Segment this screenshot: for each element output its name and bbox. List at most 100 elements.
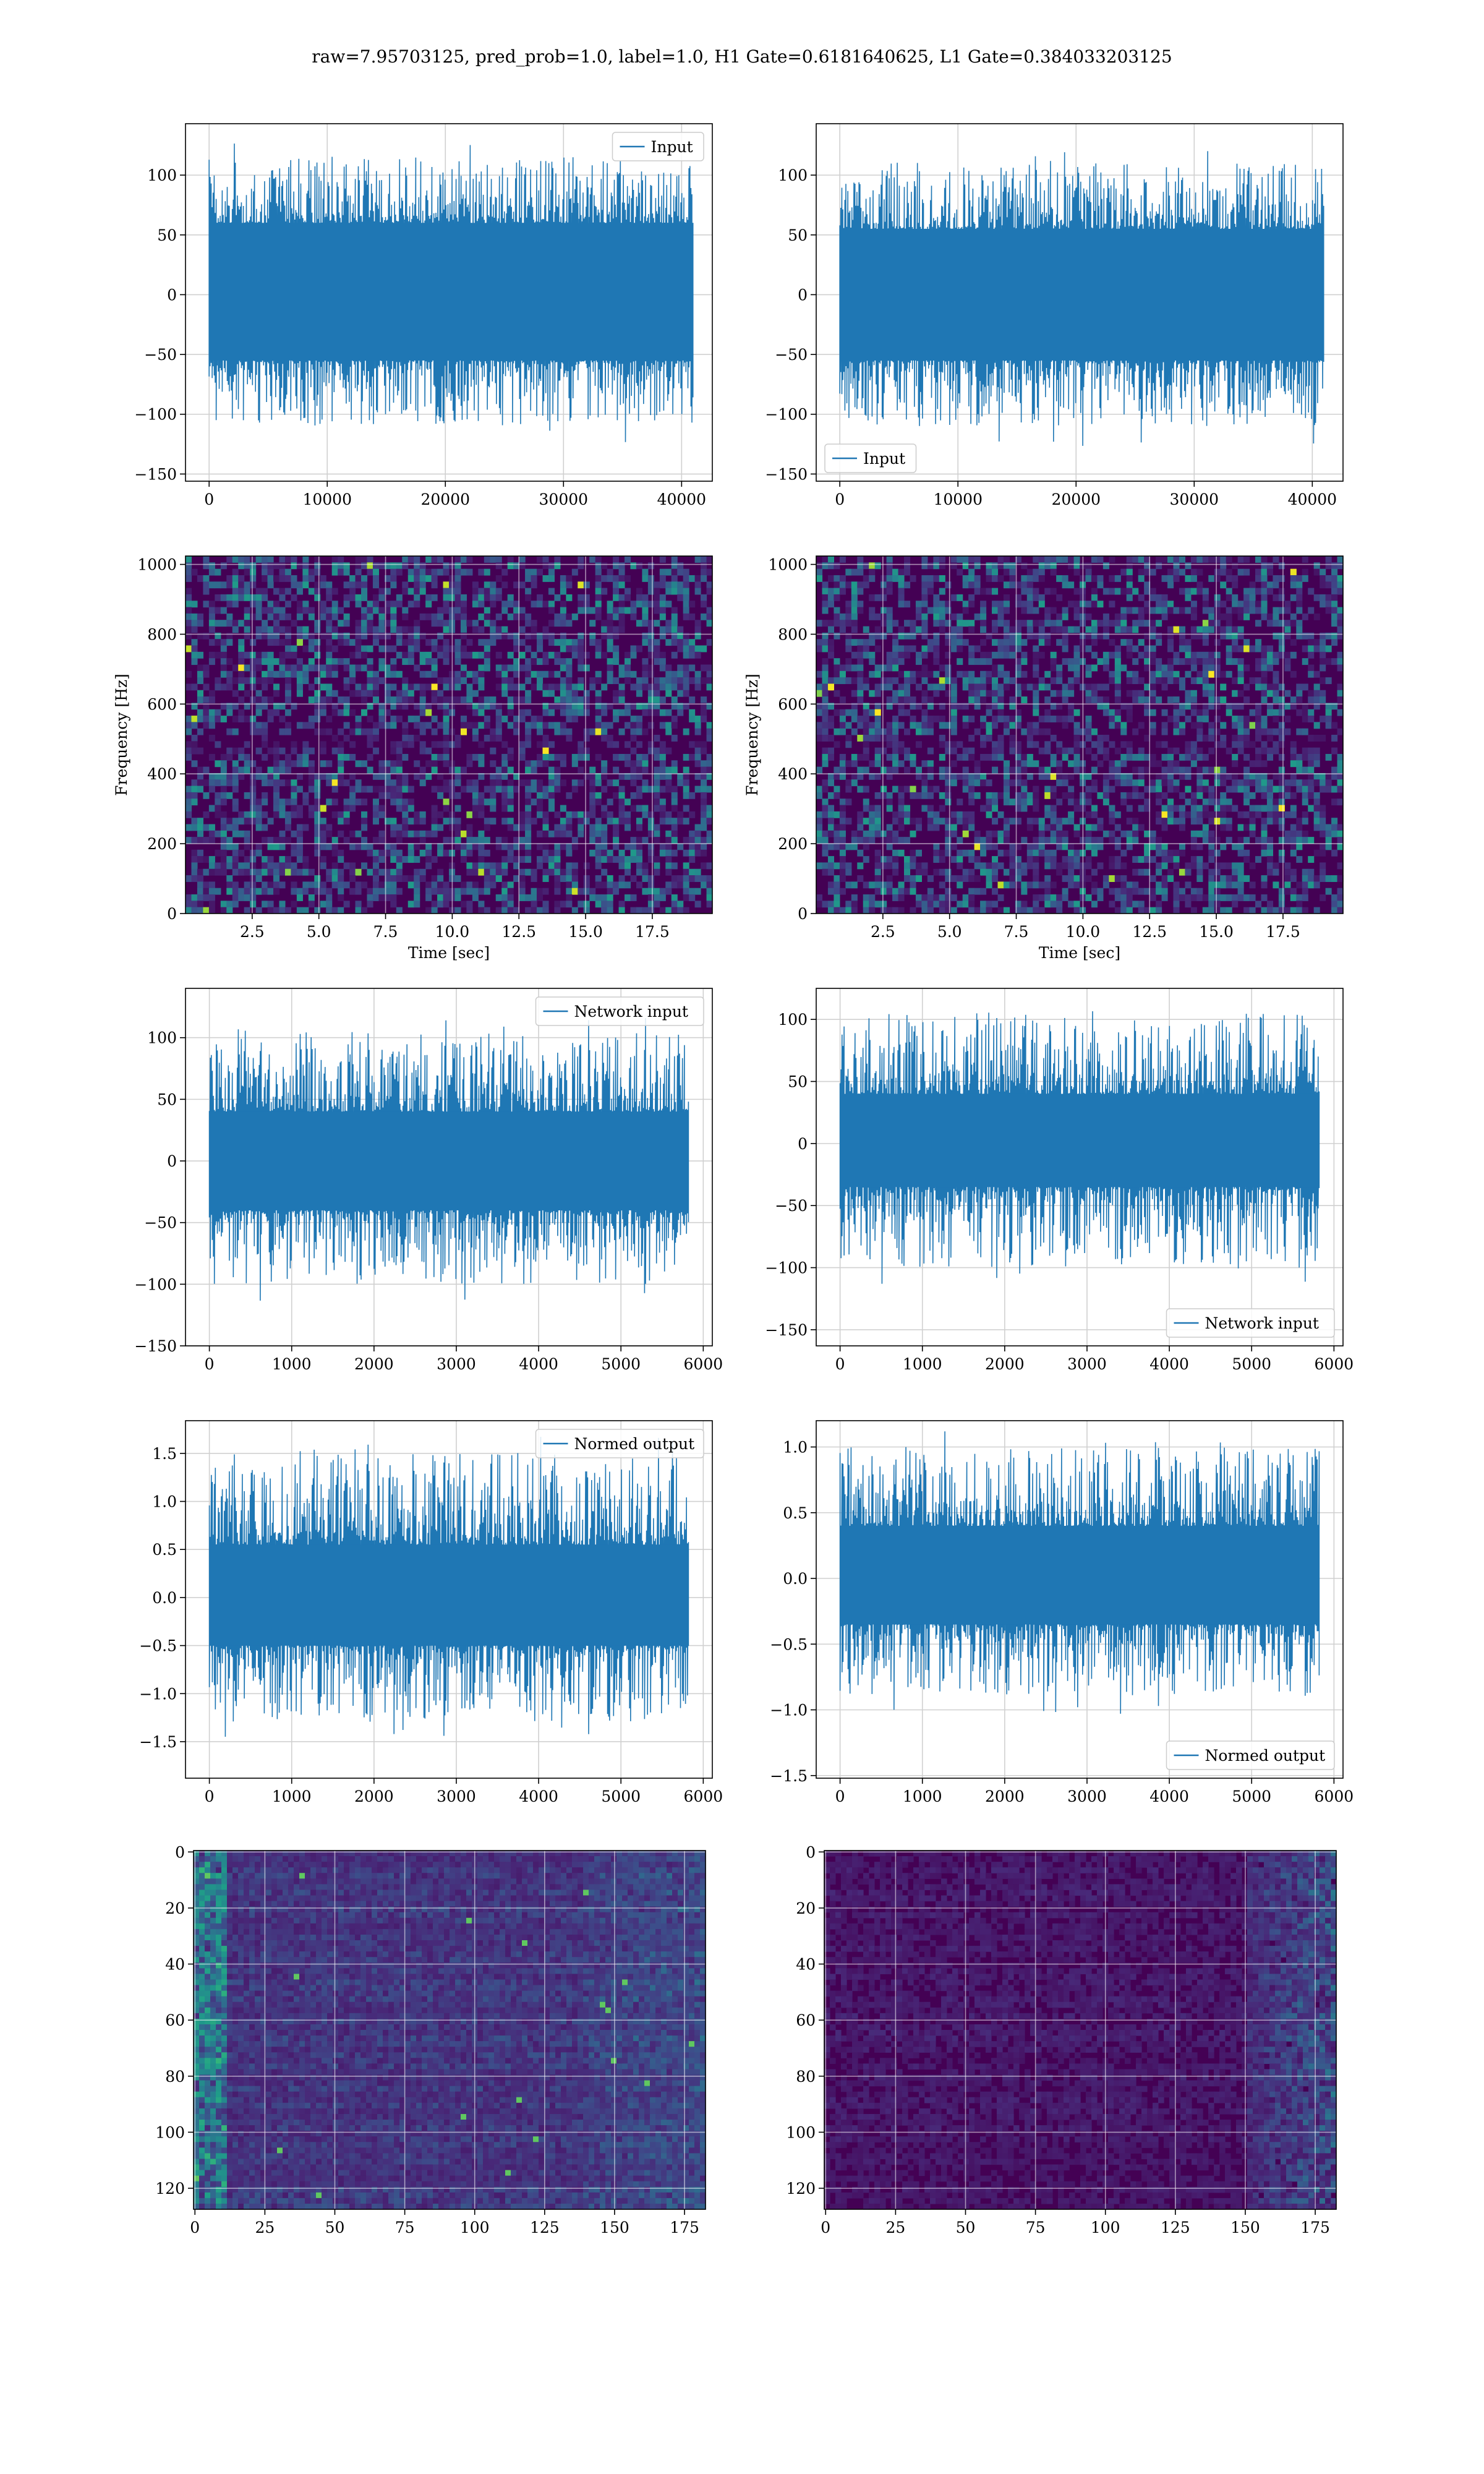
panel-normed-output-h1: 0 1000 2000 3000 4000 5000 6000 −1.5 −1.0 −0.5 0.0…: [139, 1420, 723, 1805]
x-tick-label: 5000: [601, 1355, 641, 1373]
y-tick-label: −50: [144, 1214, 177, 1232]
legend-box: [824, 443, 917, 473]
x-axis-label: Time [sec]: [1039, 944, 1120, 962]
x-tick-label: 20000: [421, 490, 471, 508]
y-tick-label: 40: [165, 1956, 185, 1974]
x-tick-label: 0: [821, 2219, 830, 2236]
axes-frame: [816, 988, 1344, 1346]
y-tick-label: 0.0: [783, 1570, 808, 1588]
y-tick-label: 400: [778, 765, 808, 783]
series-core-band: [209, 223, 693, 361]
panel-network-input-l1: 0 1000 2000 3000 4000 5000 6000 −150 −100 −50 0 50 1…: [765, 988, 1354, 1373]
legend: Network input: [1166, 1308, 1335, 1338]
x-tick-label: 6000: [684, 1787, 723, 1805]
axes-frame: [185, 988, 713, 1346]
x-tick-label: 12.5: [501, 923, 536, 941]
heatmap-cells: [194, 1851, 706, 2210]
legend: Input: [612, 132, 704, 161]
x-tick-label: 75: [1026, 2219, 1046, 2236]
x-tick-label: 1000: [272, 1355, 312, 1373]
axes-frame: [185, 1420, 713, 1779]
axes-frame: [185, 123, 713, 482]
y-tick-label: 200: [778, 835, 808, 853]
y-tick-label: 120: [155, 2180, 185, 2198]
x-axis-label: Time [sec]: [408, 944, 490, 962]
y-tick-label: −0.5: [139, 1637, 177, 1655]
gridlines: [816, 556, 1343, 914]
y-tick-label: −1.5: [770, 1767, 808, 1785]
x-tick-label: 10.0: [435, 923, 470, 941]
series-core-band: [209, 1544, 689, 1646]
y-tick-label: −50: [775, 1197, 808, 1215]
series-core-band: [840, 229, 1324, 361]
series-core-band: [209, 1111, 689, 1210]
axes-frame: [185, 555, 713, 914]
y-tick-label: 120: [786, 2180, 816, 2198]
y-axis-label: Frequency [Hz]: [743, 674, 761, 796]
gridlines: [194, 1851, 706, 2209]
y-tick-label: 100: [778, 1011, 808, 1029]
panel-network-input-h1: 0 1000 2000 3000 4000 5000 6000 −150 −100 −50 0 50 1…: [134, 988, 723, 1373]
y-tick-label: 100: [147, 166, 177, 184]
x-tick-label: 0: [835, 1355, 845, 1373]
x-tick-label: 100: [460, 2219, 490, 2236]
x-tick-label: 0: [205, 1787, 215, 1805]
y-tick-label: 0: [167, 1152, 177, 1170]
y-tick-label: 50: [157, 1090, 177, 1108]
x-tick-label: 6000: [1315, 1355, 1354, 1373]
heatmap-cells: [816, 556, 1344, 914]
y-tick-label: −0.5: [770, 1635, 808, 1653]
x-tick-label: 3000: [1067, 1355, 1107, 1373]
legend: Input: [824, 443, 917, 473]
y-tick-label: 20: [796, 1899, 816, 1917]
panel-normed-output-l1: 0 1000 2000 3000 4000 5000 6000 −1.5 −1.0 −0.5 0.0…: [770, 1420, 1354, 1805]
y-tick-label: 0: [806, 1843, 816, 1861]
x-tick-label: 3000: [437, 1355, 476, 1373]
legend-box: [535, 1429, 704, 1458]
x-tick-label: 6000: [1315, 1787, 1354, 1805]
y-tick-label: 0.5: [783, 1504, 808, 1522]
panel-spectrogram-h1: 2.5 5.0 7.5 10.0 12.5 15.0 17.5 0 200 400 600 800 10…: [113, 555, 713, 962]
legend-box: [535, 996, 704, 1026]
x-tick-label: 0: [190, 2219, 200, 2236]
y-tick-label: 800: [778, 625, 808, 643]
axes-frame: [816, 1420, 1344, 1779]
x-tick-label: 25: [885, 2219, 905, 2236]
series-core-band: [840, 1094, 1320, 1188]
y-tick-label: −100: [134, 1275, 177, 1293]
y-tick-label: 60: [165, 2011, 185, 2029]
y-tick-label: 800: [147, 625, 177, 643]
x-tick-label: 0: [204, 490, 214, 508]
x-tick-label: 30000: [539, 490, 589, 508]
x-tick-label: 3000: [1067, 1787, 1107, 1805]
y-tick-label: 0: [167, 286, 177, 304]
x-tick-label: 150: [600, 2219, 629, 2236]
y-tick-label: −1.0: [139, 1685, 177, 1703]
y-tick-label: −150: [134, 465, 177, 483]
x-tick-label: 5000: [1232, 1355, 1271, 1373]
y-tick-label: 0: [798, 1135, 808, 1153]
legend-label: Input: [651, 138, 693, 156]
axes-frame: [816, 123, 1344, 482]
x-tick-label: 100: [1091, 2219, 1120, 2236]
x-tick-label: 150: [1230, 2219, 1260, 2236]
panel-feature-map-l1: 0 25 50 75 100 125 150 175 0 20 40 60 80 100 120: [786, 1843, 1337, 2236]
y-tick-label: 0.0: [152, 1589, 177, 1607]
y-tick-label: 60: [796, 2011, 816, 2029]
x-tick-label: 50: [956, 2219, 976, 2236]
y-tick-label: −100: [765, 1259, 808, 1277]
x-tick-label: 17.5: [1266, 923, 1300, 941]
x-tick-label: 2000: [354, 1787, 394, 1805]
x-tick-label: 4000: [519, 1787, 558, 1805]
y-tick-label: 600: [147, 695, 177, 713]
x-tick-label: 15.0: [1199, 923, 1234, 941]
legend-label: Normed output: [1205, 1747, 1326, 1765]
x-tick-label: 10000: [933, 490, 983, 508]
x-tick-label: 0: [835, 490, 845, 508]
legend-label: Input: [863, 450, 905, 468]
y-axis-label: Frequency [Hz]: [113, 674, 130, 796]
axes-frame: [824, 1850, 1337, 2210]
series-core-band: [840, 1526, 1320, 1625]
x-tick-label: 1000: [272, 1787, 312, 1805]
